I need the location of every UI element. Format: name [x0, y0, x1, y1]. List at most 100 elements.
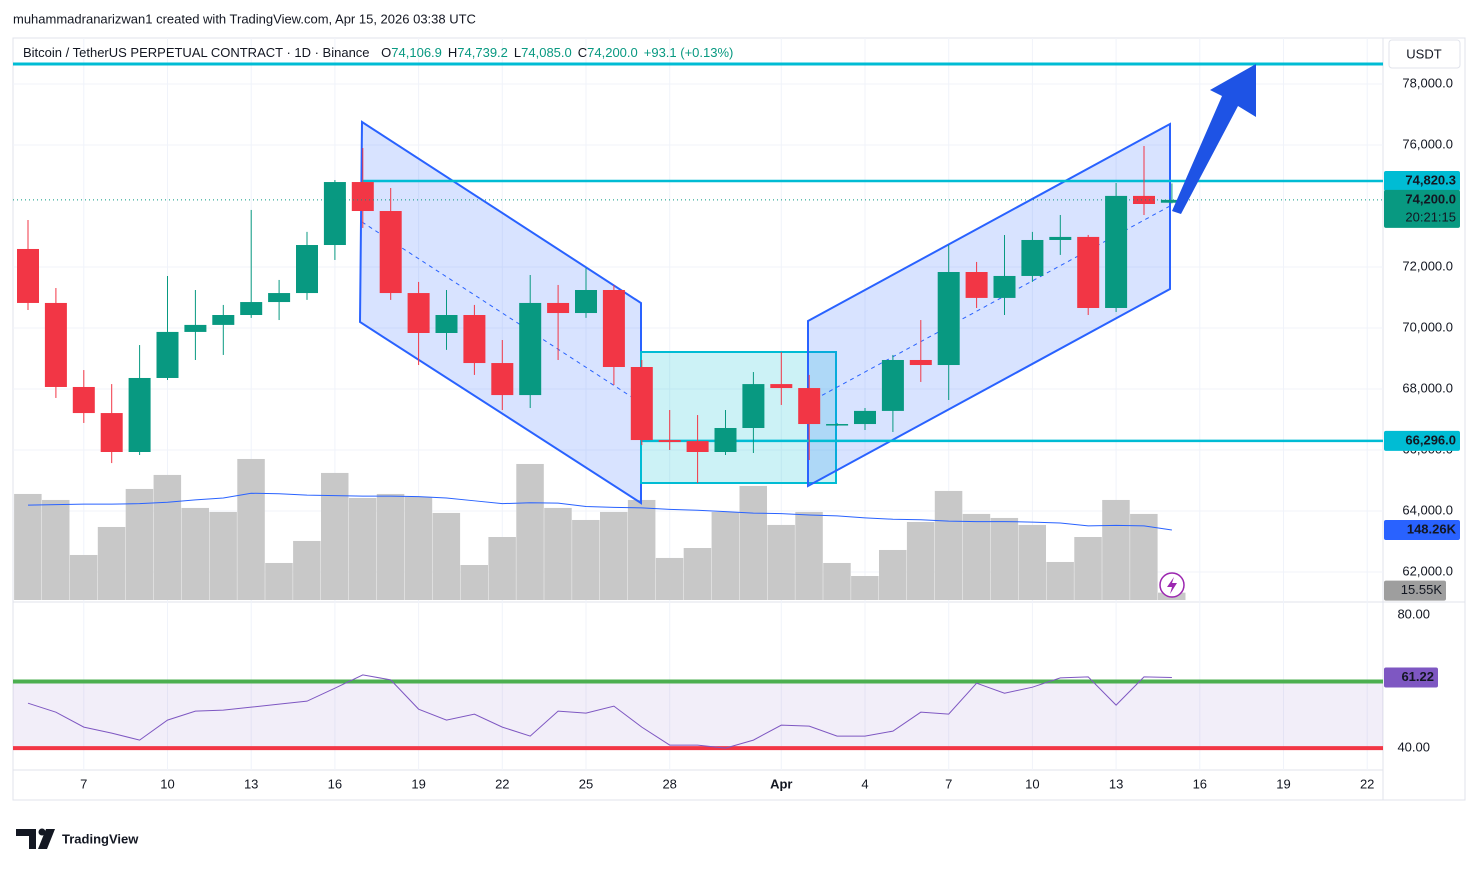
- volume-bar: [739, 485, 767, 600]
- x-tick-label: Apr: [770, 776, 792, 791]
- candle-body: [519, 302, 542, 396]
- level-label: 66,296.0: [1405, 432, 1456, 447]
- candle-body: [128, 377, 151, 452]
- candle-body: [547, 302, 570, 314]
- level-label-box: [1384, 430, 1460, 451]
- y-tick-label: 62,000.0: [1402, 563, 1453, 578]
- candle-body: [1021, 239, 1044, 276]
- x-tick-label: 16: [328, 776, 342, 791]
- candle-body: [937, 272, 960, 366]
- rsi-value-label: 61.22: [1401, 669, 1434, 684]
- volume-bar: [42, 499, 70, 600]
- credit: muhammadranarizwan1 created with Trading…: [13, 11, 476, 26]
- candle-body: [630, 367, 653, 441]
- candle-body: [770, 384, 793, 389]
- volume-bar: [97, 526, 126, 600]
- x-tick-label: 13: [244, 776, 258, 791]
- candle-body: [1077, 236, 1100, 308]
- candle-body: [1049, 236, 1072, 240]
- candle-body: [296, 245, 318, 294]
- y-tick-label: 70,000.0: [1402, 319, 1453, 334]
- candle-body: [240, 302, 263, 316]
- candle-body: [1133, 195, 1155, 204]
- arrow: [1172, 64, 1256, 214]
- candle-body: [17, 248, 39, 303]
- volume-bar: [1102, 499, 1130, 600]
- legend-value: 74,200.0: [587, 45, 638, 60]
- candle-body: [212, 315, 235, 325]
- volume-bar: [14, 493, 42, 600]
- alert-icon-bolt: [1167, 577, 1177, 594]
- candle-body: [714, 427, 737, 452]
- x-tick-label: 19: [1276, 776, 1290, 791]
- last-price-box: [1384, 189, 1460, 228]
- volume-bar: [1018, 524, 1046, 600]
- x-tick-label: 7: [945, 776, 952, 791]
- candle-body: [854, 410, 876, 425]
- x-tick-label: 13: [1109, 776, 1123, 791]
- logo-mark: [38, 828, 46, 836]
- legend-value: 74,106.9: [391, 45, 442, 60]
- candle-body: [407, 293, 430, 333]
- y-tick-label: 64,000.0: [1402, 502, 1453, 517]
- logo-mark: [38, 829, 55, 849]
- brand: TradingView: [62, 831, 139, 846]
- candle-body: [100, 413, 123, 452]
- x-tick-label: 16: [1193, 776, 1207, 791]
- candle-body: [658, 440, 681, 443]
- y-tick-label: 78,000.0: [1402, 75, 1453, 90]
- volume-bar: [851, 576, 879, 600]
- overlays: [13, 64, 1383, 751]
- volume-bar: [934, 490, 963, 600]
- candle-body: [686, 441, 709, 452]
- volume-bar: [572, 519, 600, 600]
- volume-bar: [69, 554, 98, 600]
- candle-body: [72, 386, 95, 414]
- y-tick-label: 68,000.0: [1402, 380, 1453, 395]
- volume-bar: [181, 507, 209, 600]
- volume-box: [1384, 580, 1446, 601]
- candle-body: [575, 289, 597, 314]
- candle-body: [323, 182, 346, 246]
- volume-bar: [293, 540, 321, 600]
- x-tick-label: 25: [579, 776, 593, 791]
- rsi-tick-label: 40.00: [1397, 740, 1430, 755]
- candle-body: [491, 363, 514, 396]
- volume-bar: [1130, 513, 1158, 600]
- candle-body: [798, 388, 821, 425]
- candle-body: [602, 289, 625, 368]
- candle-body: [463, 315, 486, 364]
- volume-bar: [348, 497, 377, 600]
- x-tick-label: 4: [861, 776, 868, 791]
- volume-bar: [683, 547, 712, 600]
- legend-key: O: [381, 45, 391, 60]
- volume-bar: [906, 521, 935, 600]
- rsi-tick-label: 80.00: [1397, 606, 1430, 621]
- candle-body: [909, 359, 932, 366]
- symbol: Bitcoin / TetherUS PERPETUAL CONTRACT · …: [23, 45, 370, 60]
- x-tick-label: 19: [411, 776, 425, 791]
- volume-bar: [125, 488, 154, 600]
- volume-bar: [265, 562, 293, 600]
- x-tick-label: 22: [1360, 776, 1374, 791]
- candle-body: [268, 293, 291, 303]
- legend-key: C: [578, 45, 587, 60]
- candle-body: [993, 275, 1016, 298]
- volume-label: 15.55K: [1401, 582, 1443, 597]
- volume-bar: [209, 511, 237, 600]
- candles: [13, 146, 1383, 484]
- candle-body: [1105, 195, 1128, 308]
- level-label-box: [1384, 170, 1460, 191]
- volume-bar: [767, 524, 795, 600]
- volume-bar: [962, 513, 991, 600]
- y-tick-label: 72,000.0: [1402, 258, 1453, 273]
- candle-body: [184, 324, 207, 332]
- volume-bar: [153, 474, 182, 600]
- currency: USDT: [1406, 46, 1441, 61]
- volume-bar: [404, 496, 433, 600]
- rsi-band: [13, 681, 1383, 749]
- volume-bar: [432, 512, 461, 600]
